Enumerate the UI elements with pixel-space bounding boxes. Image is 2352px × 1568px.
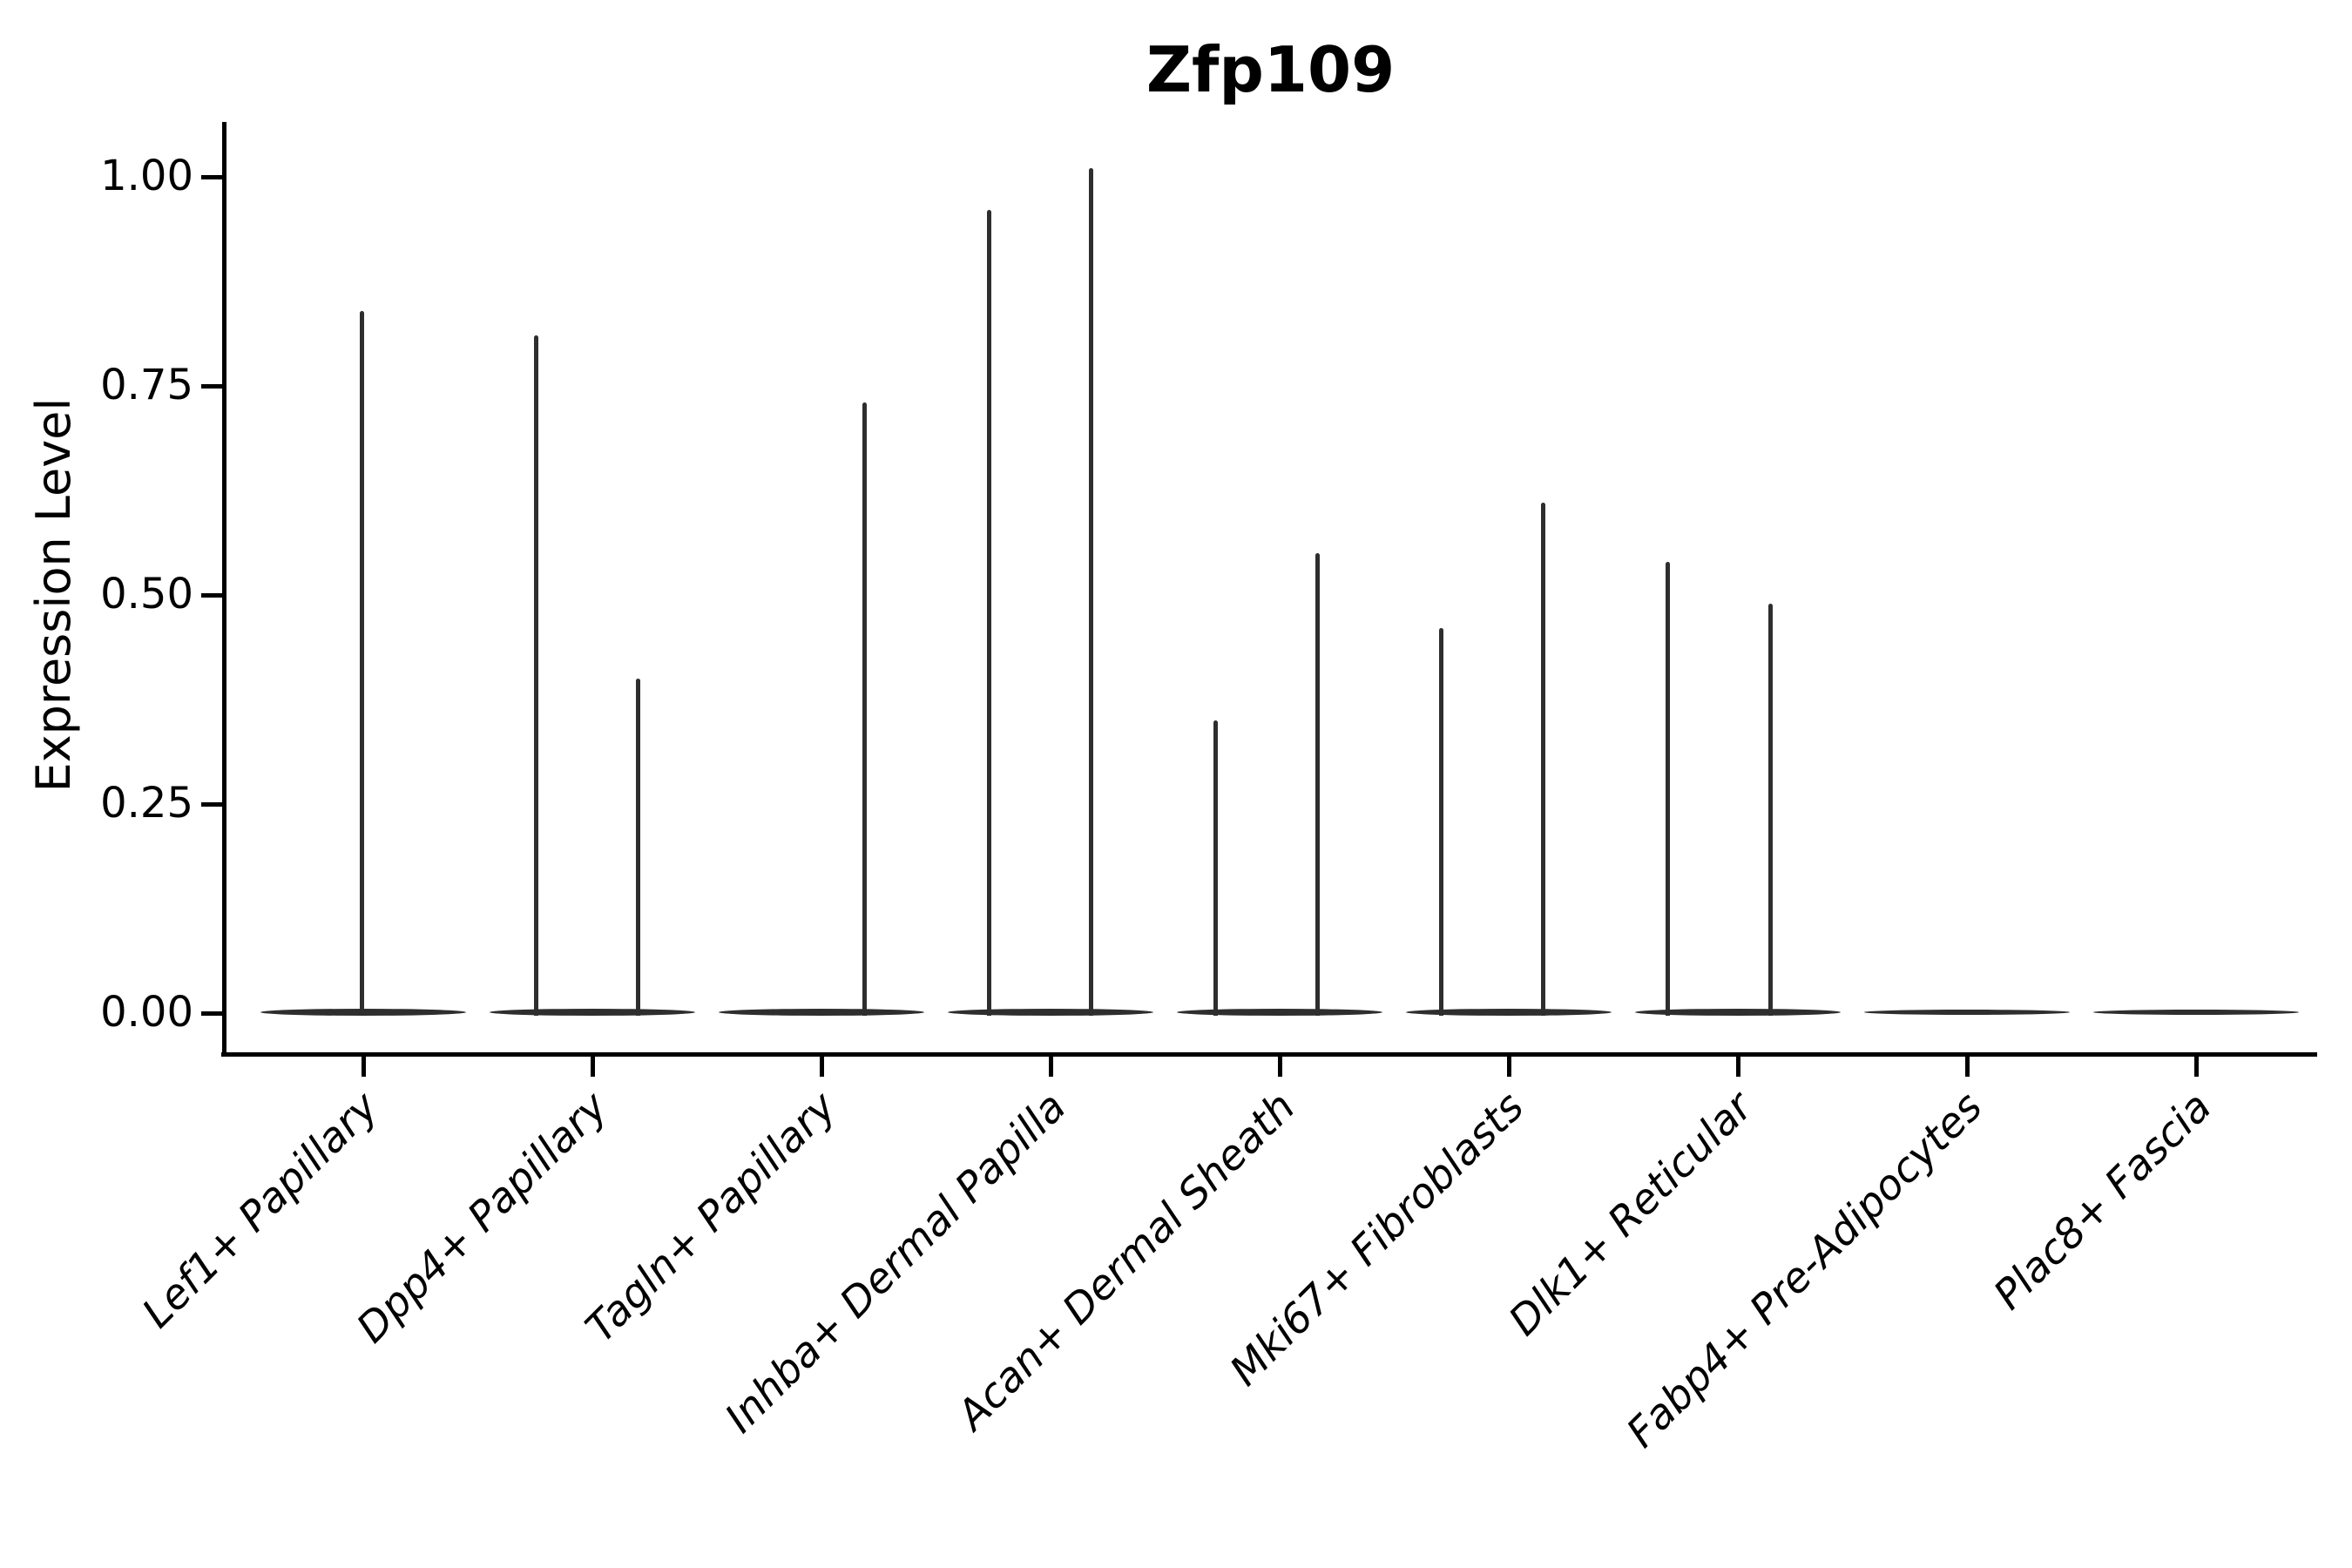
y-tick-label: 1.00: [100, 152, 193, 200]
violin-max-spike: [533, 335, 538, 1016]
x-tick: [1506, 1054, 1511, 1077]
x-tick-label: Plac8+ Fascia: [1984, 1083, 2221, 1320]
y-tick-label: 0.75: [100, 361, 193, 409]
x-tick: [1735, 1054, 1740, 1077]
y-tick: [201, 592, 224, 598]
chart-title: Zfp109: [1146, 33, 1396, 106]
y-tick: [201, 383, 224, 389]
violin-max-spike: [1767, 603, 1773, 1016]
x-tick: [1964, 1054, 1970, 1077]
y-tick-label: 0.00: [100, 988, 193, 1037]
x-tick: [590, 1054, 595, 1077]
violin-baseline: [1406, 1009, 1612, 1016]
violin-max-spike: [1665, 561, 1670, 1016]
y-tick-label: 0.50: [100, 570, 193, 618]
violin-baseline: [490, 1009, 695, 1016]
violin-max-spike: [635, 679, 640, 1016]
violin-baseline: [719, 1009, 924, 1016]
x-tick-label: Dlk1+ Reticular: [1500, 1083, 1763, 1346]
violin-max-spike: [1315, 553, 1320, 1016]
x-tick-label: Tagln+ Papillary: [577, 1083, 847, 1352]
y-tick: [201, 1010, 224, 1016]
x-tick-label: Dpp4+ Papillary: [347, 1083, 618, 1353]
x-axis-spine: [221, 1051, 2317, 1057]
violin-baseline: [1635, 1009, 1841, 1016]
y-tick: [201, 801, 224, 807]
violin-baseline: [1864, 1010, 2070, 1015]
violin-baseline: [1177, 1009, 1382, 1016]
violin-baseline: [2093, 1010, 2299, 1015]
violin-baseline: [948, 1009, 1153, 1016]
y-axis-spine: [221, 122, 226, 1057]
y-tick: [201, 174, 224, 179]
x-tick: [1048, 1054, 1053, 1077]
violin-max-spike: [1213, 720, 1218, 1016]
violin-max-spike: [359, 310, 364, 1016]
y-tick-label: 0.25: [100, 779, 193, 828]
violin-max-spike: [1438, 628, 1443, 1016]
x-tick: [361, 1054, 366, 1077]
x-tick: [2193, 1054, 2199, 1077]
violin-max-spike: [862, 402, 867, 1016]
violin-max-spike: [986, 210, 991, 1016]
violin-max-spike: [1088, 168, 1093, 1016]
violin-max-spike: [1540, 503, 1545, 1016]
x-tick: [819, 1054, 824, 1077]
x-tick: [1277, 1054, 1282, 1077]
x-tick-label: Lef1+ Papillary: [133, 1083, 389, 1338]
